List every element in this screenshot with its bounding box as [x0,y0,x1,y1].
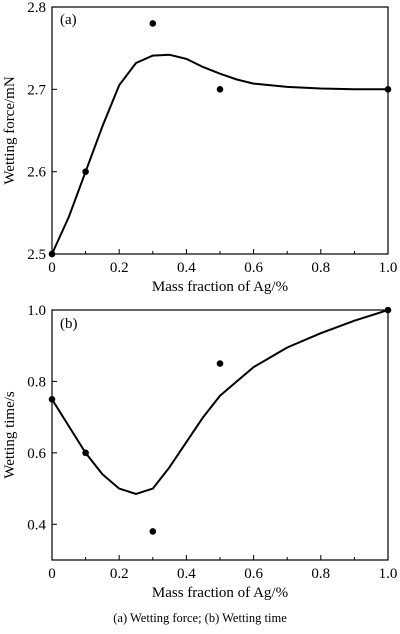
figure-caption: (a) Wetting force; (b) Wetting time [113,611,287,625]
data-point [384,86,392,93]
chart-panel-a: 0 0.2 0.4 0.6 0.8 1.0 2.5 2.6 2.7 2.8 Mass fractio… [2,0,397,295]
panel-label: (b) [60,316,78,332]
fit-curve [51,53,389,255]
data-point [82,168,89,175]
x-tick-label: 1.0 [379,566,398,582]
x-tick-label: 0.8 [311,566,330,582]
plot-frame [51,309,389,561]
y-tick-label: 0.4 [27,517,46,533]
chart-panel-b: 0 0.2 0.4 0.6 0.8 1.0 0.4 0.6 0.8 1.0 Mass fractio… [2,303,397,601]
x-tick-label: 0.2 [110,566,129,582]
y-axis-label: Wetting force/mN [2,76,18,185]
x-tick-label: 0.8 [311,260,330,276]
x-tick-label: 1.0 [379,260,398,276]
y-tick-label: 0.6 [27,446,46,462]
y-tick-label: 2.6 [27,165,46,181]
x-tick-label: 0.6 [244,566,263,582]
data-point [149,528,157,535]
data-point [384,306,392,314]
fit-curve [51,309,389,495]
x-tick-label: 0.6 [244,260,263,276]
y-tick-label: 0.8 [27,374,46,390]
y-tick-label: 2.8 [27,0,46,16]
x-tick-label: 0.2 [110,260,129,276]
panel-label: (a) [60,12,77,28]
y-tick-label: 2.5 [27,247,46,263]
x-tick-label: 0.4 [177,566,196,582]
data-point [82,449,89,457]
data-point [149,20,157,27]
plot-frame [51,6,389,255]
data-point [48,395,56,403]
x-axis-label: Mass fraction of Ag/% [152,585,288,601]
data-point [48,250,56,258]
x-axis-label: Mass fraction of Ag/% [152,279,288,295]
data-point [216,86,224,93]
x-tick-label: 0 [48,566,56,582]
y-axis-label: Wetting time/s [2,391,18,479]
y-tick-label: 1.0 [27,303,46,319]
x-tick-label: 0 [48,260,56,276]
data-point [216,360,224,367]
x-tick-label: 0.4 [177,260,196,276]
y-tick-label: 2.7 [27,82,46,98]
